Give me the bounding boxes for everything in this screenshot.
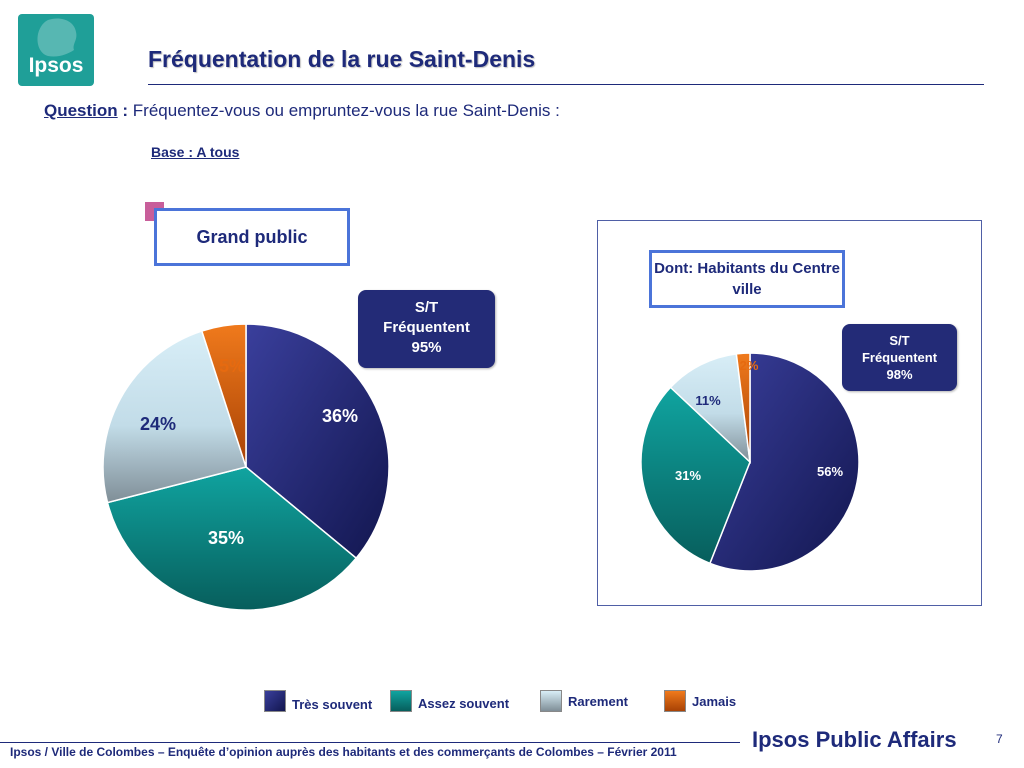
footer-divider: [0, 742, 740, 743]
badge-left-line1: S/T: [414, 299, 439, 316]
badge-right-line3: 98%: [886, 367, 913, 382]
ipsos-logo: Ipsos: [18, 14, 94, 86]
logo-head-icon: [37, 18, 77, 57]
centre-ville-slice-jamais: [735, 352, 751, 463]
legend-label-tres-souvent: Très souvent: [292, 697, 373, 712]
grand-public-label-jamais: 5%: [219, 356, 245, 376]
legend-swatch-rarement: [540, 690, 562, 712]
st-frequentent-badge-right: S/T Fréquentent 98%: [842, 324, 957, 391]
question-text: Fréquentez-vous ou empruntez-vous la rue…: [132, 101, 560, 120]
grand-public-label-assez-souvent: 35%: [208, 528, 244, 548]
grand-public-label-tres-souvent: 36%: [322, 406, 358, 426]
legend-label-assez-souvent: Assez souvent: [418, 696, 510, 711]
grand-public-title: Grand public: [154, 208, 350, 266]
grand-public-slice-rarement: [102, 330, 247, 504]
legend-label-rarement: Rarement: [568, 694, 628, 709]
st-frequentent-badge-left: S/T Fréquentent 95%: [358, 290, 495, 368]
badge-left-line3: 95%: [411, 339, 442, 356]
grand-public-slice-tres-souvent: [245, 323, 390, 560]
grand-public-label-rarement: 24%: [140, 414, 176, 434]
page-title: Fréquentation de la rue Saint-Denis: [148, 46, 536, 72]
page-number: 7: [996, 732, 1003, 746]
centre-ville-label-assez-souvent: 31%: [675, 468, 701, 483]
legend-label-jamais: Jamais: [692, 694, 737, 709]
legend-swatch-jamais: [664, 690, 686, 712]
centre-ville-slice-assez-souvent: [640, 386, 751, 565]
ipsos-public-affairs-logo: Ipsos Public Affairs: [752, 727, 957, 752]
centre-ville-slice-tres-souvent: [708, 352, 860, 572]
badge-right-line2: Fréquentent: [861, 350, 938, 365]
centre-ville-label-jamais: 2%: [740, 358, 759, 373]
question-line: Question : Fréquentez-vous ou empruntez-…: [44, 101, 560, 121]
grand-public-slice-jamais: [200, 323, 247, 468]
badge-right-line1: S/T: [889, 333, 910, 348]
badge-left-line2: Fréquentent: [383, 319, 470, 336]
centre-ville-slice-rarement: [669, 353, 752, 464]
legend-swatch-assez-souvent: [390, 690, 412, 712]
centre-ville-label-tres-souvent: 56%: [817, 464, 843, 479]
grand-public-slice-assez-souvent: [106, 466, 358, 611]
title-divider: [148, 84, 984, 85]
logo-text: Ipsos: [28, 54, 84, 77]
centre-ville-title: Dont: Habitants du Centre ville: [649, 250, 845, 308]
centre-ville-label-rarement: 11%: [695, 393, 721, 408]
footer-text: Ipsos / Ville de Colombes – Enquête d’op…: [10, 745, 677, 759]
centre-ville-panel: [597, 220, 982, 606]
base-label: Base : A tous: [151, 144, 240, 160]
question-colon: :: [117, 101, 133, 120]
legend-swatch-tres-souvent: [264, 690, 286, 712]
question-label: Question: [44, 101, 118, 120]
